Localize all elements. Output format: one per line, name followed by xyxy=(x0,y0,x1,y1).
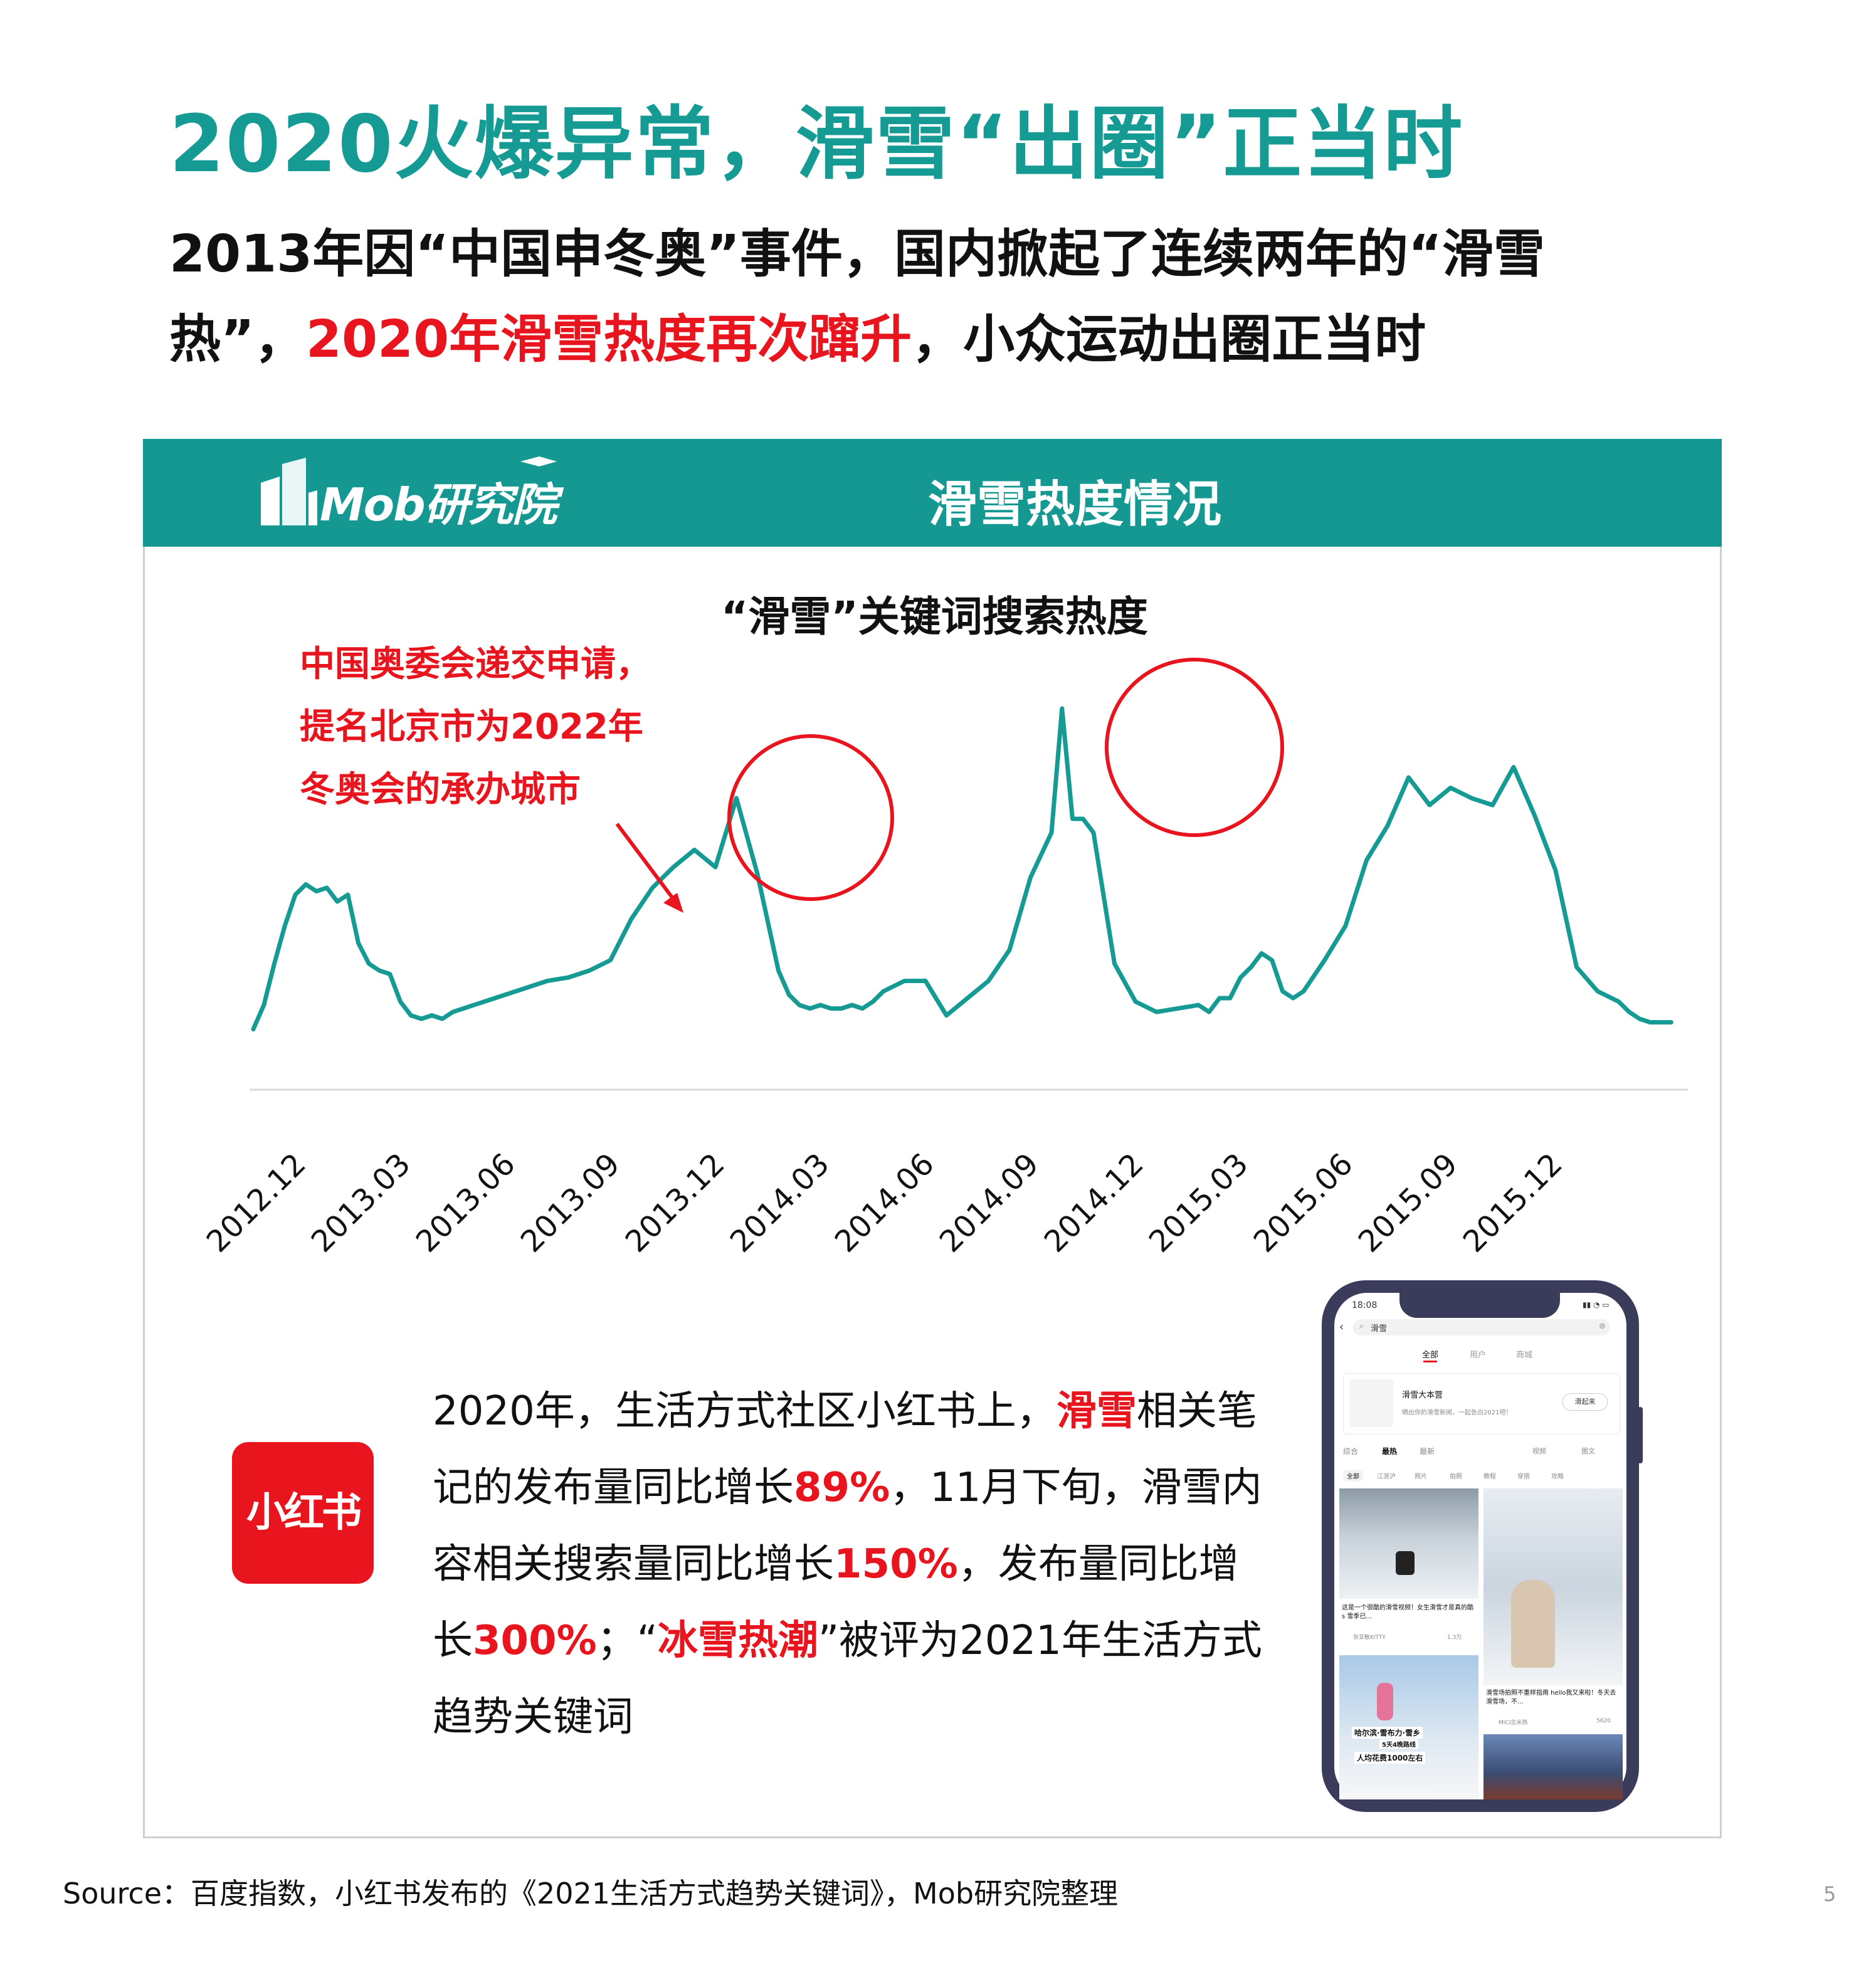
search-icon: ⌕ xyxy=(1359,1322,1364,1331)
desc-highlight: 300% xyxy=(473,1618,597,1664)
x-tick-label: 2014.03 xyxy=(724,1147,836,1260)
x-tick-label: 2012.12 xyxy=(200,1147,313,1260)
desc-text: 2020年，生活方式社区小红书上， xyxy=(433,1388,1057,1435)
post-1-user: 张亚敏KITTY xyxy=(1353,1635,1386,1641)
filter-chip[interactable]: 攻略 xyxy=(1551,1473,1564,1480)
desc-text: ，发布量同比增长 xyxy=(433,1541,1239,1664)
skier-figure xyxy=(1396,1551,1415,1575)
post-2-text: 滑雪场拍照不重样指南 hello我又来啦！冬天去滑雪场，不… xyxy=(1486,1690,1616,1705)
post-image-1[interactable] xyxy=(1339,1488,1478,1599)
mob-logo-icon xyxy=(261,456,557,525)
topic-card-desc: 晒出你的滑雪新闻，一起告白2021吧！ xyxy=(1402,1409,1512,1416)
filter-chip[interactable]: 照片 xyxy=(1415,1473,1427,1480)
xiaohongshu-description: 2020年，生活方式社区小红书上，滑雪相关笔记的发布量同比增长89%，11月下旬… xyxy=(433,1373,1273,1756)
post-2-user: MICI念米西 xyxy=(1499,1720,1528,1726)
subtitle-line-2: 热”，2020年滑雪热度再次蹿升，小众运动出圈正当时 xyxy=(169,297,1724,382)
x-tick-label: 2015.09 xyxy=(1352,1147,1465,1260)
mob-logo-text: Mob研究院 xyxy=(320,478,557,531)
tab-users[interactable]: 用户 xyxy=(1470,1351,1487,1360)
phone-notch xyxy=(1399,1290,1560,1318)
tab-mall[interactable]: 商城 xyxy=(1516,1351,1533,1360)
desc-text: ”被评为2021年生活方式趋势关键词 xyxy=(433,1618,1262,1741)
person-figure xyxy=(1377,1683,1393,1720)
topic-card-title: 滑雪大本营 xyxy=(1402,1391,1443,1400)
sort-tab[interactable]: 综合 xyxy=(1343,1447,1359,1456)
x-tick-label: 2014.12 xyxy=(1038,1147,1151,1260)
peak-highlight-circle xyxy=(727,734,894,901)
back-arrow-icon[interactable]: ‹ xyxy=(1339,1320,1344,1334)
subtitle-line-1: 2013年因“中国申冬奥”事件，国内掀起了连续两年的“滑雪 xyxy=(169,224,1545,284)
sort-tab[interactable]: 最新 xyxy=(1420,1447,1435,1456)
annotation-line: 中国奥委会递交申请， xyxy=(300,644,651,685)
x-tick-label: 2014.06 xyxy=(828,1147,941,1260)
phone-search-text: 滑雪 xyxy=(1371,1324,1388,1334)
tab-all[interactable]: 全部 xyxy=(1422,1351,1439,1360)
status-icons: ▮▮ ◔ ▭ xyxy=(1583,1300,1610,1309)
peak-highlight-circle xyxy=(1105,658,1284,837)
x-tick-label: 2013.03 xyxy=(305,1147,418,1260)
topic-card-thumb xyxy=(1349,1379,1393,1427)
subtitle-line2-end: ，小众运动出圈正当时 xyxy=(912,310,1426,369)
desc-text: 相关笔记的发布量同比增长 xyxy=(433,1388,1257,1511)
status-time: 18:08 xyxy=(1352,1300,1378,1310)
desc-highlight: 89% xyxy=(794,1465,890,1511)
sort-tab[interactable]: 最热 xyxy=(1382,1447,1398,1456)
x-tick-label: 2013.09 xyxy=(514,1147,627,1260)
x-tick-label: 2014.09 xyxy=(933,1147,1046,1260)
post-image-4[interactable] xyxy=(1483,1734,1623,1799)
post-1-likes: 1.3万 xyxy=(1447,1635,1462,1641)
filter-chip[interactable]: 全部 xyxy=(1343,1470,1363,1482)
desc-highlight: 冰雪热潮 xyxy=(657,1618,818,1664)
annotation-line: 提名北京市为2022年 xyxy=(300,707,643,747)
view-tab-note[interactable]: 图文 xyxy=(1581,1447,1595,1455)
panel-title: 滑雪热度情况 xyxy=(928,477,1222,533)
topic-card-button[interactable]: 滑起来 xyxy=(1562,1393,1608,1411)
phone-search-input[interactable] xyxy=(1353,1319,1610,1335)
annotation-text: 中国奥委会递交申请， 提名北京市为2022年 冬奥会的承办城市 xyxy=(300,633,651,821)
post-3-overlay-title: 哈尔滨·雪布力·雪乡 xyxy=(1352,1727,1423,1739)
subtitle-line2-start: 热”， xyxy=(169,310,306,369)
x-tick-label: 2015.12 xyxy=(1457,1147,1569,1260)
post-3-overlay-cost: 人均花费1000左右 xyxy=(1354,1752,1426,1764)
panel-banner xyxy=(143,439,1722,547)
post-2-likes: 5620 xyxy=(1596,1718,1611,1724)
snowboarder-figure xyxy=(1511,1580,1555,1668)
filter-chip[interactable]: 穿搭 xyxy=(1517,1473,1530,1480)
filter-chip[interactable]: 拍照 xyxy=(1450,1473,1462,1480)
phone-side-button xyxy=(1638,1407,1643,1463)
desc-text: ，11月下旬，滑雪内容相关搜索量同比增长 xyxy=(433,1465,1262,1588)
xiaohongshu-logo-icon xyxy=(232,1442,374,1584)
annotation-line: 冬奥会的承办城市 xyxy=(300,769,581,810)
x-tick-label: 2015.03 xyxy=(1142,1147,1255,1260)
chart-title: “滑雪”关键词搜索热度 xyxy=(721,592,1148,641)
post-3-overlay-sub: 5天4晚路线 xyxy=(1379,1739,1418,1749)
page-subtitle: 2013年因“中国申冬奥”事件，国内掀起了连续两年的“滑雪 热”，2020年滑雪… xyxy=(169,212,1724,382)
x-tick-label: 2013.12 xyxy=(619,1147,732,1260)
post-1-text: 这是一个很酷的滑雪视频！女生滑雪才是真的酷 s 雪季已… xyxy=(1342,1604,1473,1620)
page-number: 5 xyxy=(1823,1882,1836,1906)
desc-highlight: 150% xyxy=(834,1541,958,1588)
tab-indicator xyxy=(1423,1361,1437,1362)
source-note: Source：百度指数，小红书发布的《2021生活方式趋势关键词》，Mob研究院… xyxy=(63,1877,1119,1910)
clear-icon[interactable]: ⊗ xyxy=(1599,1322,1606,1331)
xiaohongshu-logo-text: 小红书 xyxy=(246,1490,362,1536)
view-tab-video[interactable]: 视频 xyxy=(1532,1447,1546,1455)
annotation-arrow-head xyxy=(663,893,683,913)
x-tick-label: 2015.06 xyxy=(1247,1147,1360,1260)
page-title: 2020火爆异常，滑雪“出圈”正当时 xyxy=(169,98,1464,190)
filter-chip[interactable]: 教程 xyxy=(1483,1473,1496,1480)
subtitle-highlight: 2020年滑雪热度再次蹿升 xyxy=(305,310,912,369)
x-tick-label: 2013.06 xyxy=(409,1147,522,1260)
desc-highlight: 滑雪 xyxy=(1056,1388,1137,1435)
filter-chip[interactable]: 江浙沪 xyxy=(1377,1473,1396,1480)
annotation-arrow xyxy=(615,823,675,900)
desc-text: ；“ xyxy=(596,1618,658,1664)
series-line-滑雪 xyxy=(251,706,1673,1031)
